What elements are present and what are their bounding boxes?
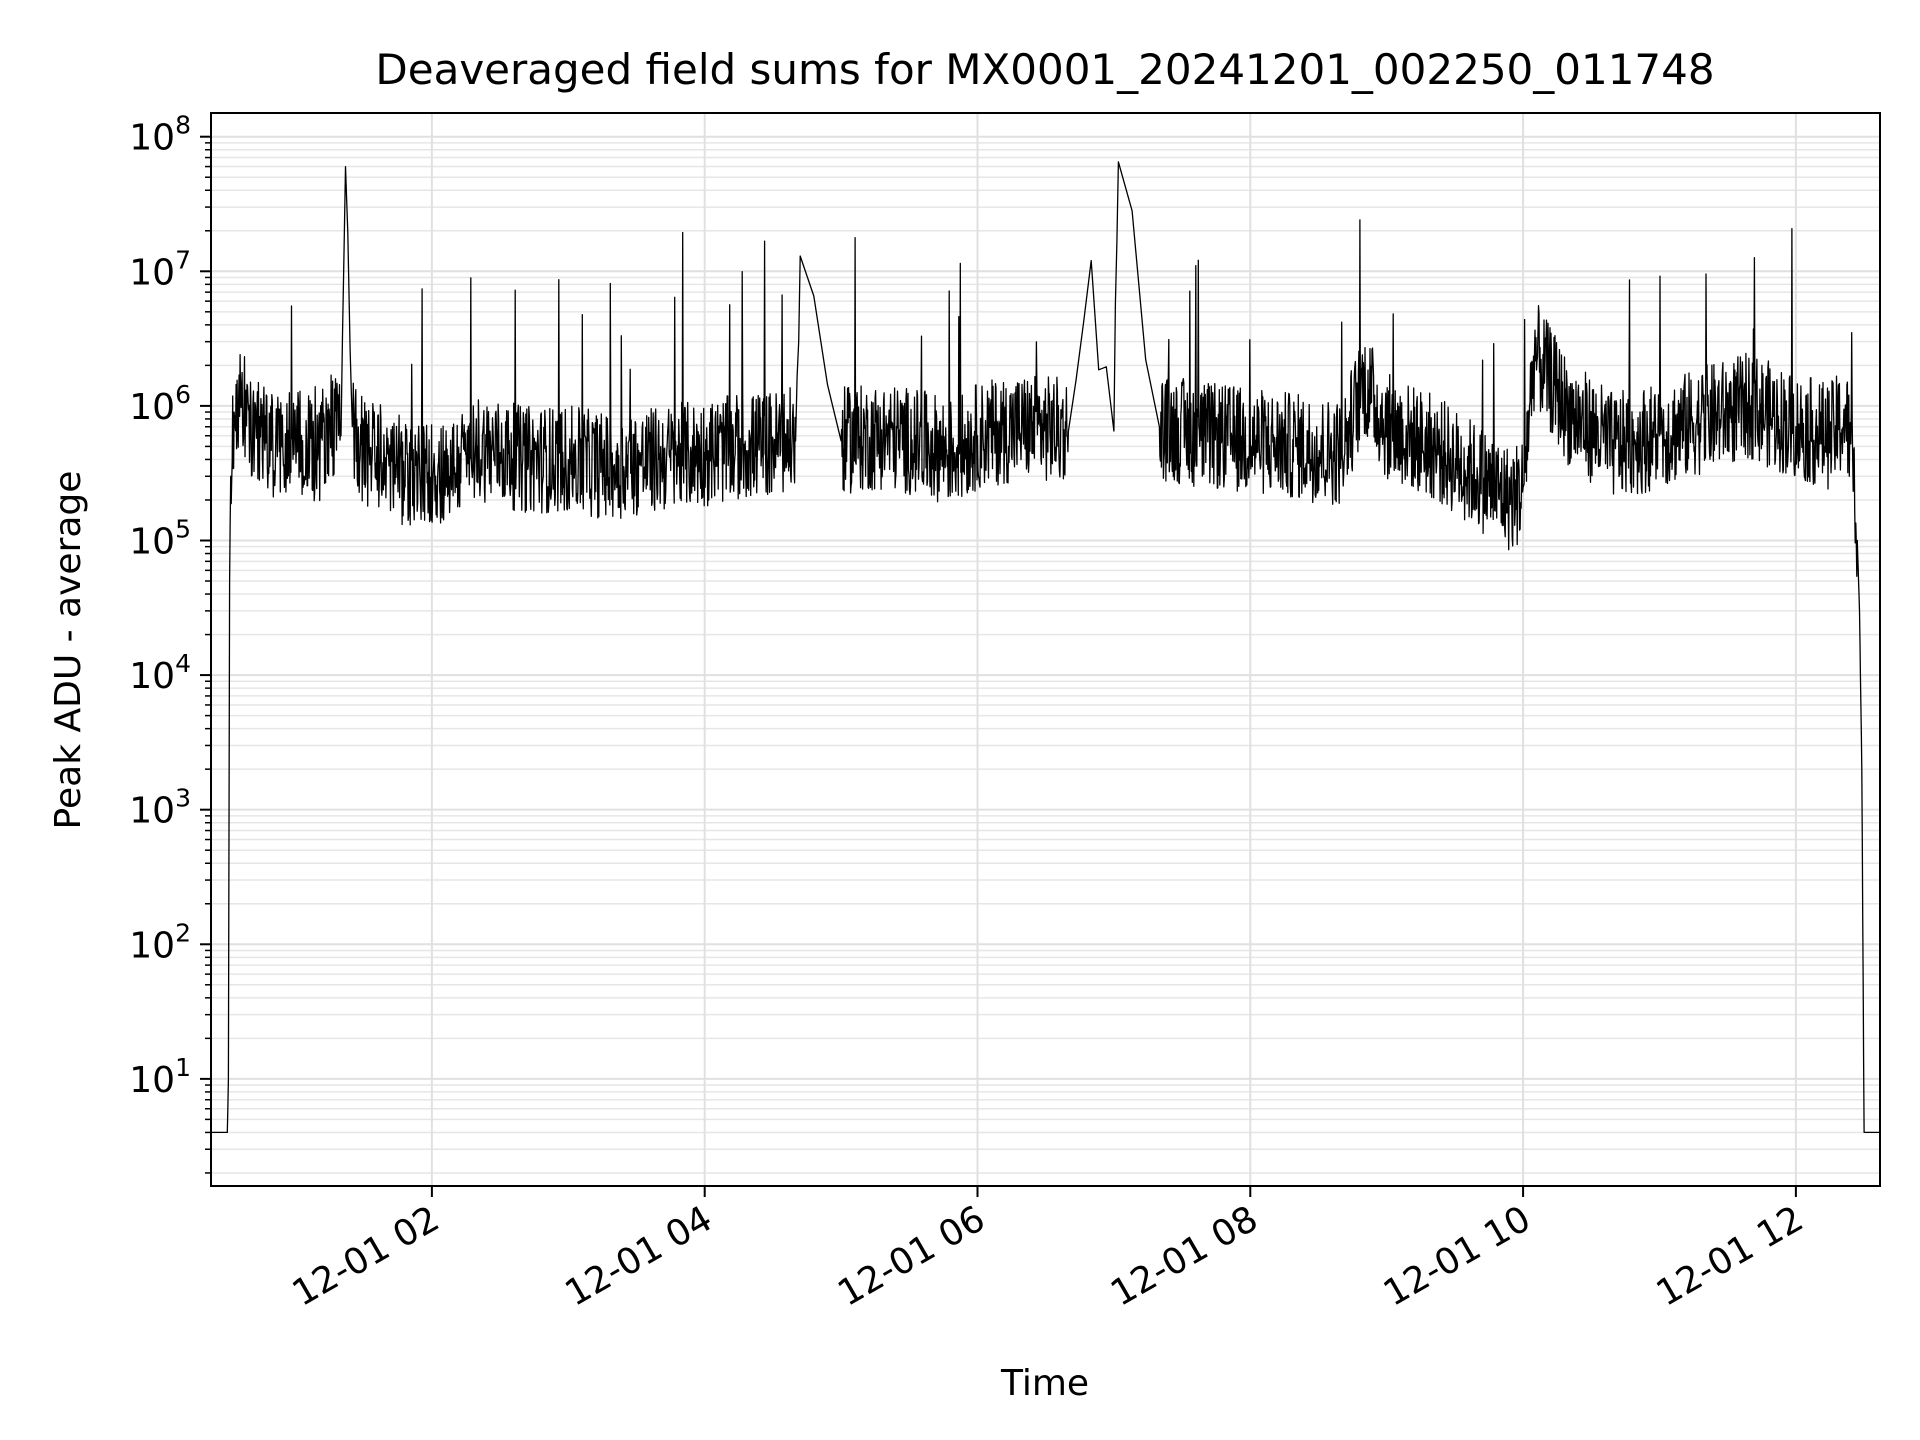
x-tick-label: 12-01 06 [831, 1198, 992, 1314]
x-tick-label: 12-01 12 [1650, 1198, 1811, 1314]
y-tick-label: 106 [129, 380, 191, 428]
chart-title: Deaveraged field sums for MX0001_2024120… [375, 45, 1714, 94]
y-tick-label: 102 [129, 918, 191, 966]
x-tick-label: 12-01 02 [286, 1198, 447, 1314]
x-tick-label: 12-01 10 [1377, 1198, 1538, 1314]
x-tick-label: 12-01 08 [1104, 1198, 1265, 1314]
x-axis: 12-01 02 12-01 04 12-01 06 12-01 08 12-01 10… [286, 1186, 1811, 1315]
y-tick-label: 104 [129, 649, 191, 697]
series-line [211, 161, 1881, 1134]
y-tick-label: 101 [129, 1053, 191, 1101]
grid-x [430, 113, 1797, 1186]
y-tick-label: 105 [129, 514, 191, 562]
plot-frame [210, 112, 1881, 1187]
y-tick-label: 107 [129, 245, 191, 293]
y-tick-label: 108 [129, 111, 191, 159]
y-tick-label: 103 [129, 784, 191, 832]
y-axis-label: Peak ADU - average [48, 471, 89, 830]
x-axis-label: Time [1000, 1363, 1089, 1404]
y-axis: 101 102 103 104 105 106 107 108 [129, 111, 211, 1174]
series-layer [211, 161, 1881, 1134]
x-tick-label: 12-01 04 [559, 1198, 720, 1314]
